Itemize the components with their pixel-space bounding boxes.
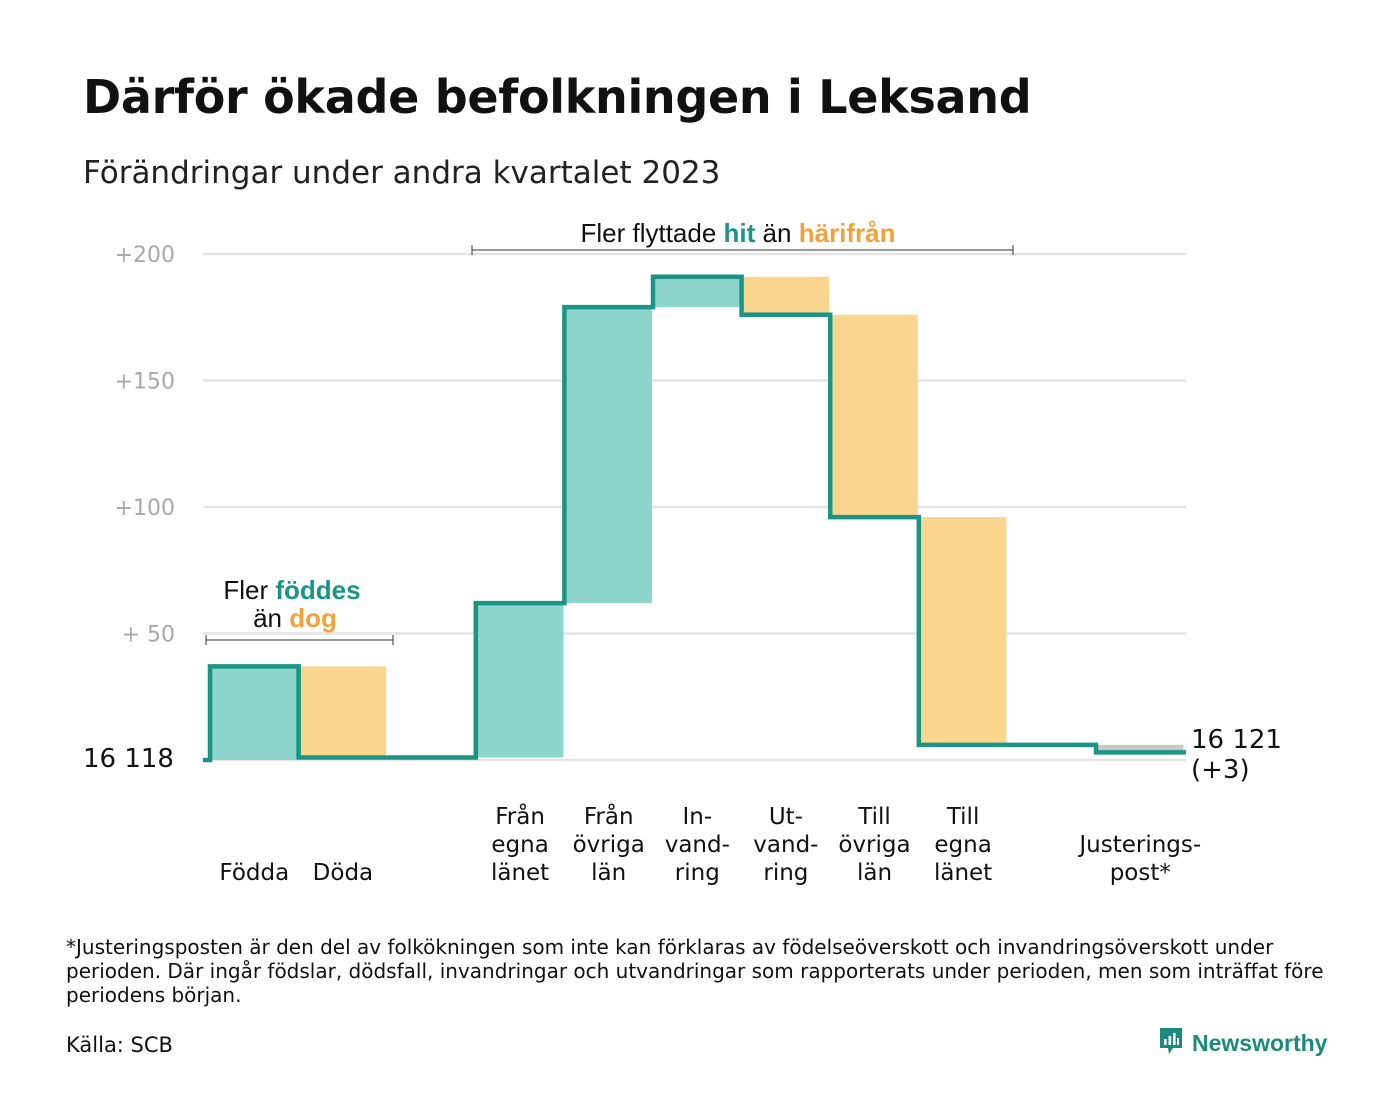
newsworthy-wordmark: Newsworthy — [1192, 1029, 1328, 1056]
svg-text:Fler flyttade hit än härifrån: Fler flyttade hit än härifrån — [580, 218, 895, 248]
category-label: länet — [934, 860, 992, 886]
category-label: vand- — [753, 832, 818, 858]
grid-layer — [203, 252, 1186, 762]
category-label: Justerings- — [1077, 832, 1201, 858]
bar-decrease — [919, 517, 1007, 745]
chart-title: Därför ökade befolkningen i Leksand — [83, 70, 1032, 124]
category-label: egna — [491, 832, 548, 858]
bar-decrease — [742, 276, 830, 315]
end-value-label: (+3) — [1191, 755, 1250, 785]
category-label: Från — [495, 802, 545, 830]
migration-annotation-highlight-orange: härifrån — [799, 218, 896, 248]
end-value-label: 16 121 — [1191, 725, 1282, 755]
births-annotation-highlight-teal: föddes — [275, 575, 360, 605]
step-line-layer — [203, 274, 1186, 763]
bar-decrease — [831, 314, 918, 518]
category-label: övriga — [573, 832, 645, 858]
bar-increase — [476, 603, 564, 758]
bar-decrease — [299, 666, 387, 758]
migration-annotation-text-c: än — [755, 218, 798, 248]
y-tick-layer: +200 +150 +100 + 50 — [115, 243, 175, 648]
births-annotation-text-b: än — [253, 603, 289, 633]
y-tick-label: +200 — [115, 243, 175, 268]
category-label: länet — [491, 860, 549, 886]
migration-annotation-highlight-teal: hit — [724, 218, 756, 248]
category-label: län — [857, 860, 892, 886]
y-tick-label: +100 — [115, 496, 175, 521]
svg-text:Fler föddes: Fler föddes — [223, 575, 360, 605]
bar-layer — [211, 276, 1184, 760]
category-label: Födda — [219, 860, 289, 886]
migration-annotation-text-a: Fler flyttade — [580, 218, 723, 248]
footnote: *Justeringsposten är den del av folkökni… — [66, 935, 1324, 1007]
category-label: egna — [934, 832, 991, 858]
births-annotation-highlight-orange: dog — [289, 603, 337, 633]
category-label: vand- — [665, 832, 730, 858]
migration-annotation: Fler flyttade hit än härifrån — [471, 218, 1014, 255]
category-label: post* — [1110, 860, 1171, 886]
chart-subtitle: Förändringar under andra kvartalet 2023 — [83, 155, 721, 191]
category-label: Döda — [313, 860, 373, 886]
newsworthy-icon — [1158, 1026, 1184, 1060]
bar-adjustment — [1097, 744, 1184, 753]
category-label: ring — [763, 860, 808, 886]
svg-text:än dog: än dog — [253, 603, 337, 633]
y-tick-label: +150 — [115, 370, 175, 395]
bar-increase — [211, 666, 298, 760]
births-annotation: Fler föddes än dog — [205, 575, 394, 645]
newsworthy-logo[interactable]: Newsworthy — [1158, 1026, 1327, 1060]
baseline-value-label: 16 118 — [83, 744, 174, 774]
category-label: övriga — [838, 832, 910, 858]
category-label: Från — [584, 802, 634, 830]
category-label: Till — [946, 804, 980, 830]
category-label: Ut- — [769, 804, 803, 830]
bar-increase — [654, 276, 741, 308]
source-note: Källa: SCB — [66, 1033, 173, 1057]
bar-increase — [565, 307, 652, 604]
category-label: ring — [675, 860, 720, 886]
y-tick-label: + 50 — [122, 623, 175, 648]
births-annotation-text-a: Fler — [223, 575, 275, 605]
cumulative-step-line — [203, 274, 1186, 763]
category-label: Till — [857, 804, 891, 830]
category-label: In- — [682, 804, 712, 830]
category-label: län — [591, 860, 626, 886]
